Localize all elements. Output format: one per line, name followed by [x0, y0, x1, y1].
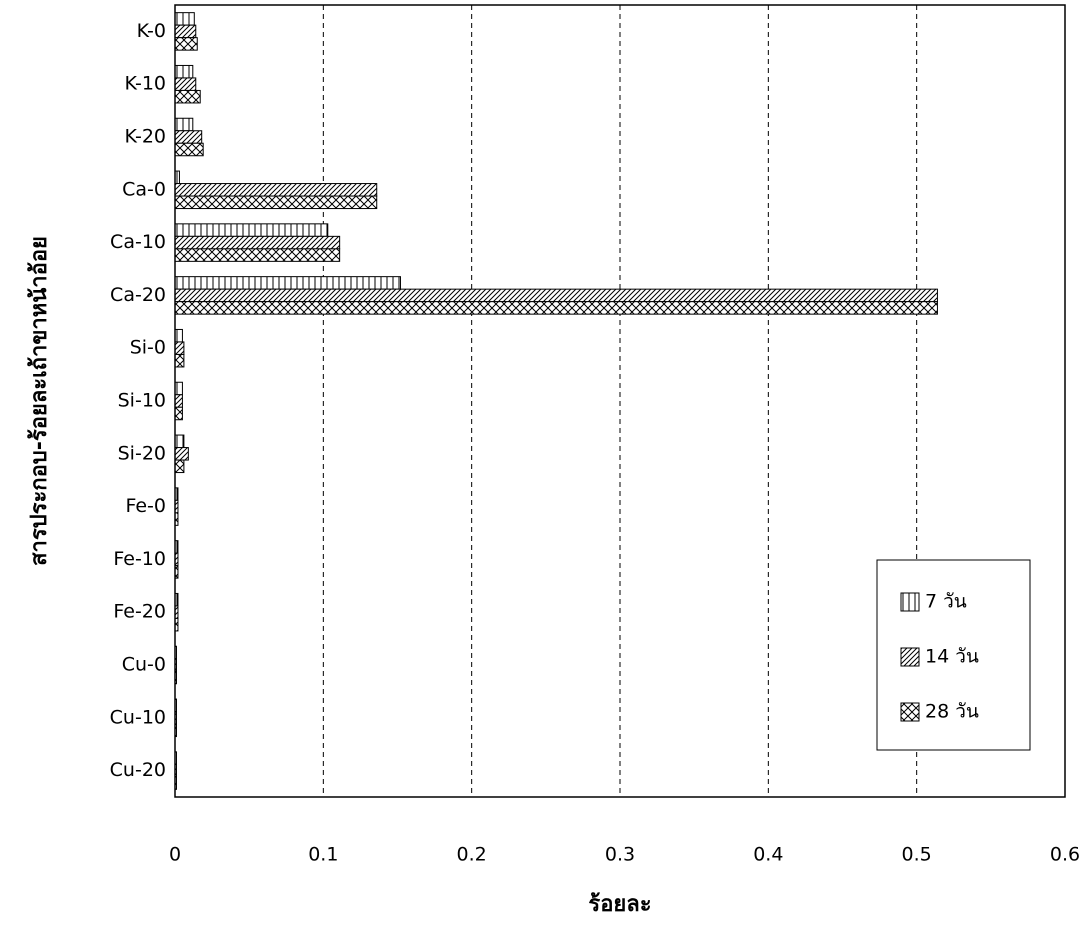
plot-frame [174, 4, 1066, 798]
y-tick-label: Cu-20 [110, 759, 166, 781]
y-tick-label: Si-0 [130, 337, 166, 359]
y-tick-label: Ca-20 [110, 284, 166, 306]
bar [174, 328, 183, 343]
legend-swatch [900, 647, 920, 667]
x-tick-label: 0.4 [753, 844, 783, 866]
x-tick-label: 0 [169, 844, 181, 866]
x-axis-label: ร้อยละ [588, 892, 651, 917]
x-tick-label: 0.1 [308, 844, 338, 866]
bar [174, 223, 329, 237]
bar [174, 12, 195, 26]
y-axis-label: สารประกอบ-ร้อยละเถ้าขาหน้าอ้อย [27, 236, 52, 566]
bar [174, 37, 198, 51]
legend-label: 7 วัน [925, 591, 967, 613]
bar [174, 341, 185, 355]
legend-label: 14 วัน [925, 646, 979, 668]
bar [174, 381, 183, 396]
bar [174, 288, 938, 303]
bar [174, 142, 204, 157]
bar [174, 406, 183, 421]
y-tick-label: K-20 [125, 126, 167, 148]
bar [174, 195, 378, 210]
y-tick-label: K-0 [137, 20, 166, 42]
legend-swatch [900, 702, 920, 722]
bar [174, 235, 341, 250]
bar [174, 89, 201, 104]
y-tick-label: Fe-10 [113, 548, 166, 570]
x-tick-label: 0.3 [605, 844, 635, 866]
y-tick-label: Fe-0 [125, 495, 166, 517]
bar [174, 117, 194, 132]
y-tick-label: K-10 [125, 73, 167, 95]
bar [174, 183, 378, 197]
bar [174, 447, 189, 461]
bar [174, 64, 194, 79]
bar [174, 276, 401, 290]
legend-swatch [900, 592, 920, 612]
y-tick-label: Cu-0 [122, 654, 166, 676]
bar [174, 301, 938, 315]
y-tick-label: Si-10 [118, 390, 166, 412]
bar [174, 77, 197, 91]
y-tick-label: Si-20 [118, 442, 166, 464]
bar [174, 130, 203, 144]
y-tick-label: Fe-20 [113, 601, 166, 623]
bar [174, 394, 183, 408]
y-tick-label: Ca-0 [122, 178, 166, 200]
x-tick-label: 0.2 [457, 844, 487, 866]
bar [174, 353, 185, 368]
bar [174, 459, 185, 474]
y-tick-label: Ca-10 [110, 231, 166, 253]
bar [174, 24, 197, 39]
x-tick-label: 0.6 [1050, 844, 1080, 866]
legend-label: 28 วัน [925, 701, 979, 723]
x-tick-label: 0.5 [902, 844, 932, 866]
y-tick-label: Cu-10 [110, 706, 166, 728]
bar [174, 434, 185, 449]
bar [174, 248, 341, 262]
